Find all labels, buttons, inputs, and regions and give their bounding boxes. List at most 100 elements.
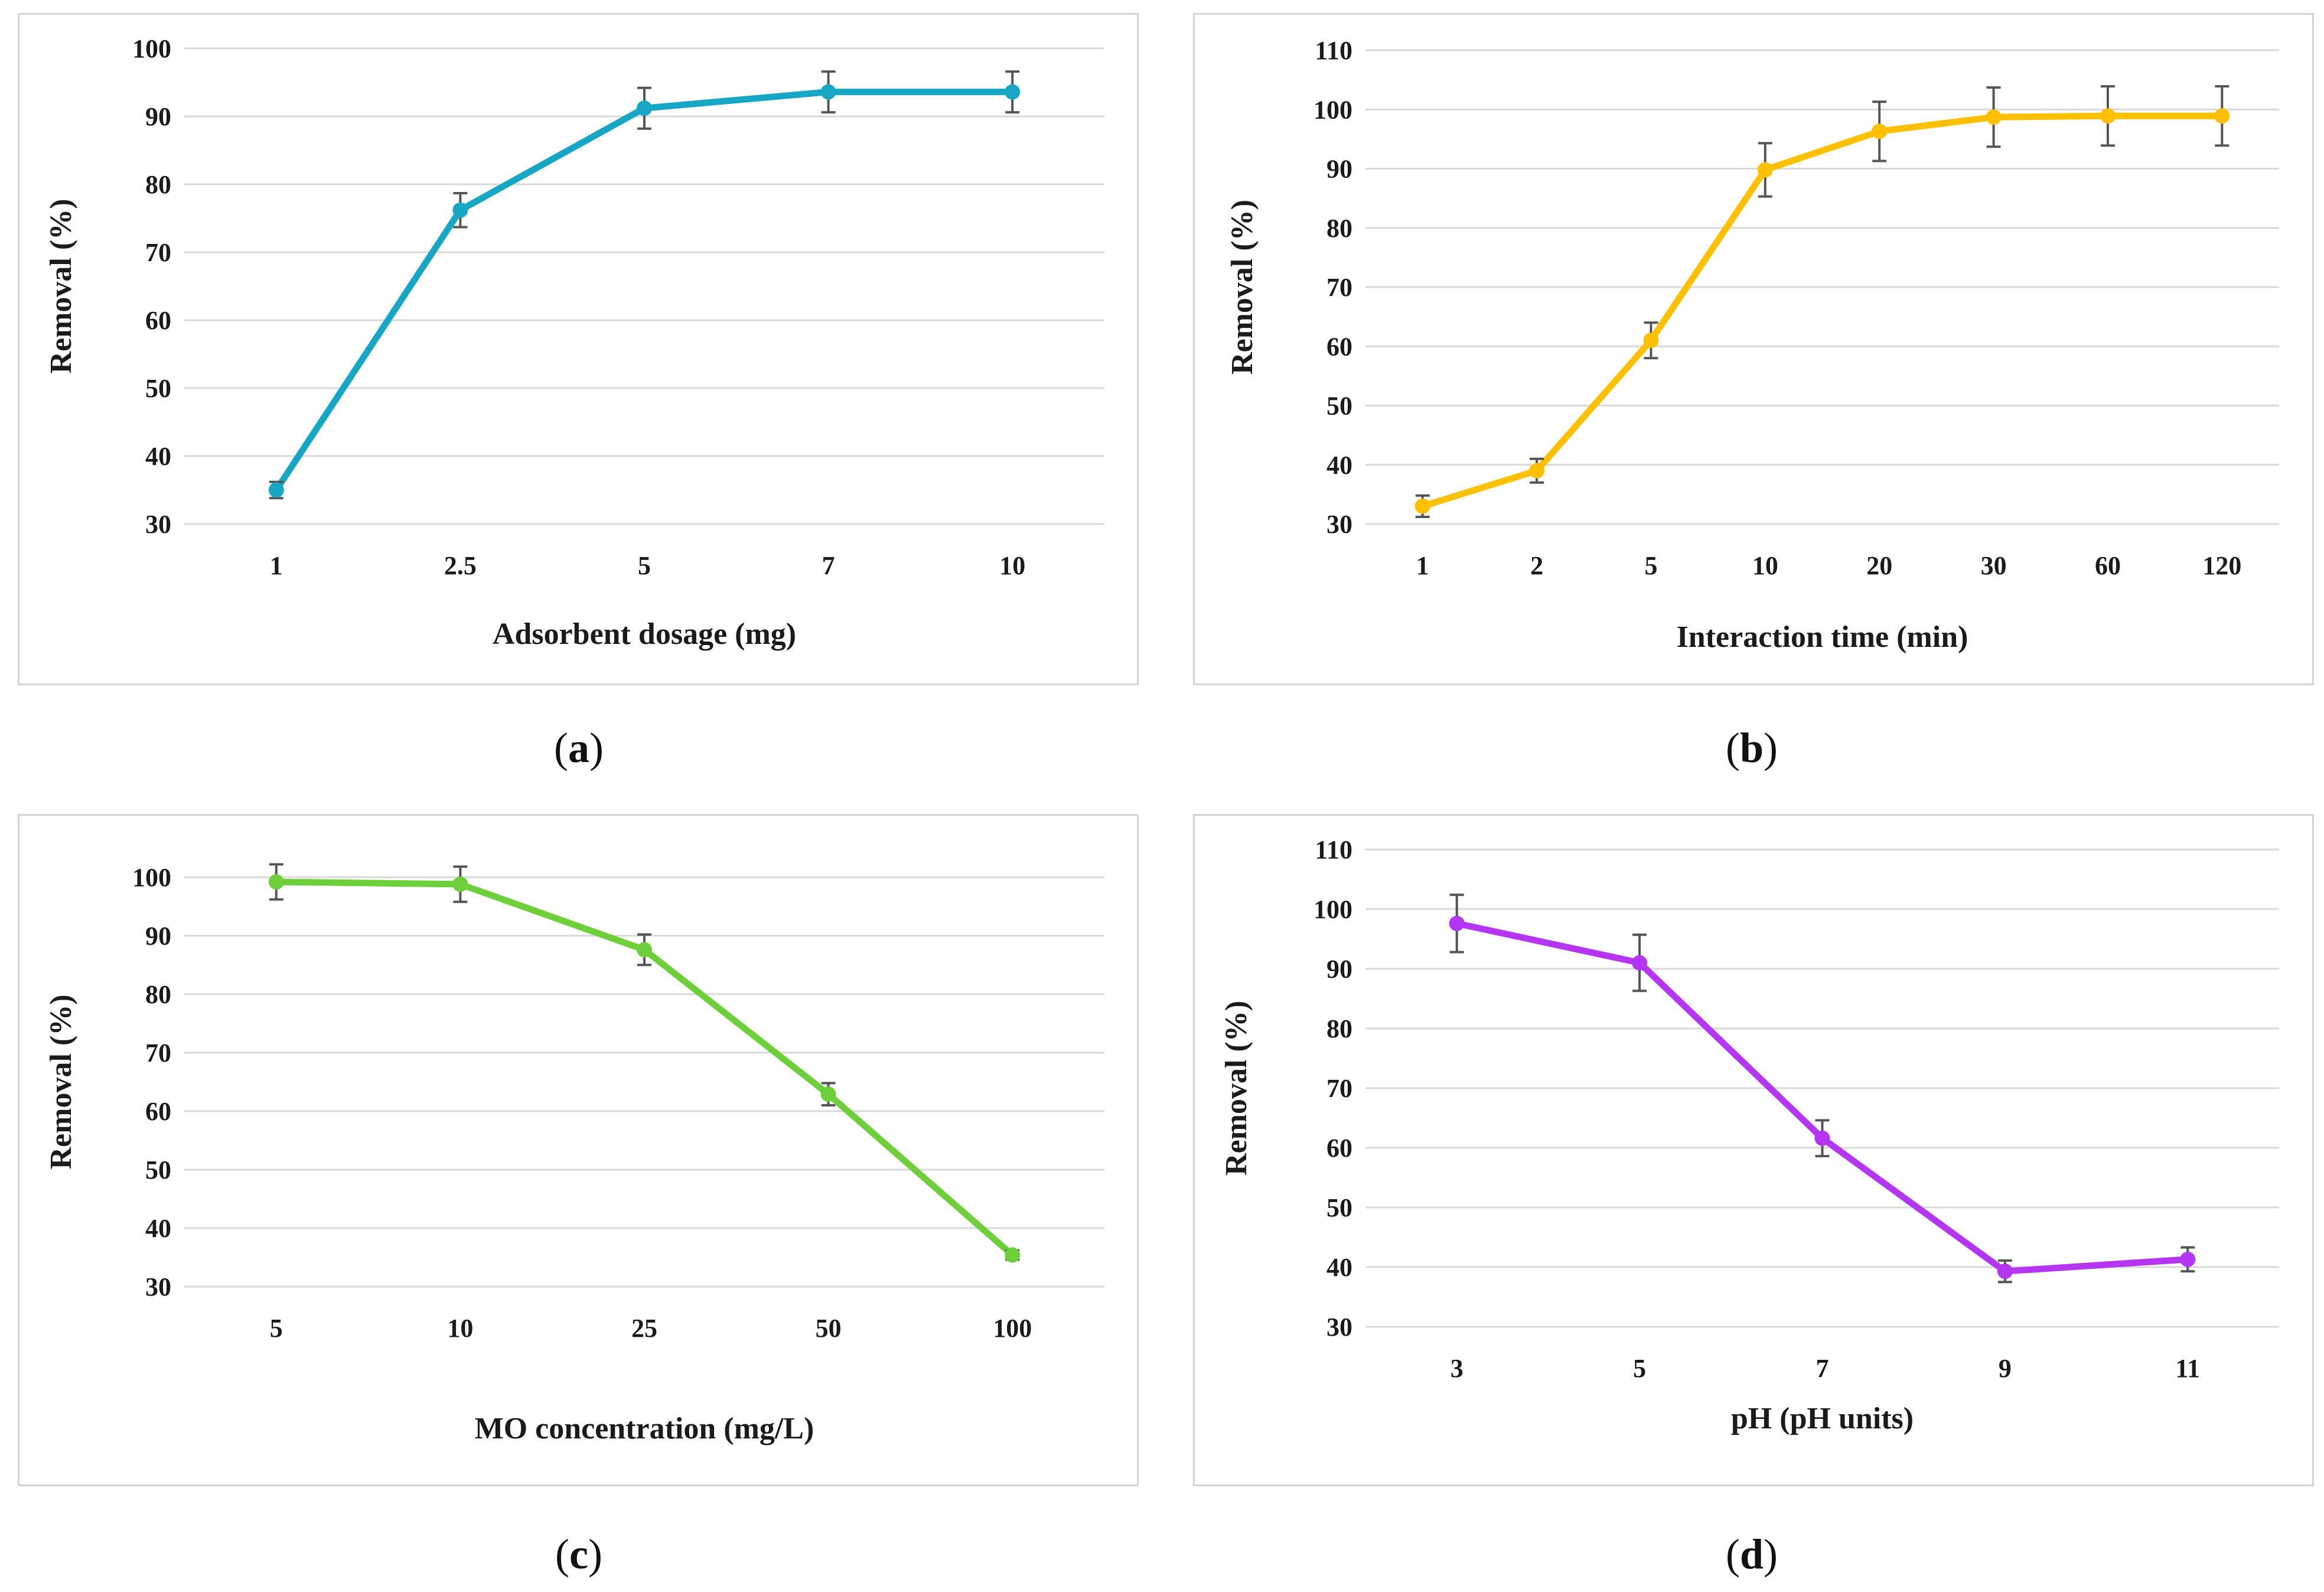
line-chart-a: 30 40 50 60 70 80 90 100 1 2.5 5 7 10 Adsorbent dosag…: [44, 34, 1104, 651]
chart-panel-a: 30 40 50 60 70 80 90 100 1 2.5 5 7 10 Adsorbent dosag…: [18, 13, 1139, 685]
y-tick-label: 50: [145, 374, 171, 403]
data-point: [2180, 1251, 2196, 1267]
y-tick-label: 70: [1326, 1074, 1352, 1103]
data-point: [2214, 108, 2230, 124]
x-tick-label: 11: [2176, 1354, 2201, 1383]
data-point: [2100, 108, 2116, 124]
chart-frame: [1193, 13, 2314, 685]
chart-frame: [18, 13, 1139, 685]
data-point: [1005, 84, 1021, 100]
data-point: [1814, 1130, 1830, 1146]
y-tick-label: 80: [145, 980, 171, 1009]
caption-c: (c): [555, 1531, 602, 1578]
caption-a: (a): [554, 724, 604, 771]
caption-a-label: a: [568, 724, 589, 771]
x-axis-title: Interaction time (min): [1677, 620, 1968, 654]
y-axis-title: Removal (%): [1220, 1001, 1253, 1176]
x-tick-label: 20: [1866, 551, 1892, 580]
x-tick-label: 30: [1981, 551, 2007, 580]
data-point: [1997, 1264, 2013, 1280]
y-tick-label: 60: [145, 306, 171, 335]
x-tick-label: 2.5: [444, 551, 477, 580]
x-tick-label: 60: [2095, 551, 2121, 580]
caption-c-label: c: [569, 1531, 588, 1578]
x-tick-label: 10: [999, 551, 1025, 580]
x-tick-label: 25: [631, 1314, 657, 1343]
x-tick-label: 1: [270, 551, 283, 580]
data-point: [637, 942, 652, 958]
y-tick-label: 50: [145, 1155, 171, 1184]
data-point: [1414, 498, 1430, 514]
x-axis-title: pH (pH units): [1731, 1402, 1914, 1435]
y-axis-title: Removal (%): [44, 994, 78, 1169]
data-point: [1632, 955, 1648, 971]
y-tick-label: 30: [145, 510, 171, 539]
y-tick-label: 90: [145, 102, 171, 131]
line-chart-b: 30 40 50 60 70 80 90 100 110 1 2 5 10 20 30 60 120 Intera…: [1225, 36, 2279, 654]
x-tick-label: 5: [1633, 1354, 1646, 1383]
y-tick-label: 90: [145, 922, 171, 950]
x-tick-label: 3: [1451, 1354, 1463, 1383]
y-tick-label: 40: [1326, 451, 1352, 480]
x-axis-title: MO concentration (mg/L): [475, 1412, 814, 1446]
y-tick-label: 60: [1326, 332, 1352, 361]
y-tick-label: 70: [145, 1038, 171, 1067]
y-tick-label: 50: [1326, 1193, 1352, 1222]
data-point: [1449, 916, 1465, 932]
x-tick-label: 2: [1530, 551, 1543, 580]
x-tick-label: 7: [1816, 1354, 1829, 1383]
y-tick-label: 70: [1326, 273, 1352, 302]
y-tick-label: 110: [1315, 835, 1352, 864]
line-chart-d: 30 40 50 60 70 80 90 100 110 3 5 7 9 11 pH (pH units) R…: [1220, 835, 2279, 1435]
x-tick-label: 7: [822, 551, 835, 580]
x-tick-label: 120: [2202, 551, 2241, 580]
y-tick-label: 30: [1326, 1313, 1352, 1342]
data-point: [1005, 1247, 1021, 1263]
y-tick-label: 100: [1313, 895, 1352, 924]
data-point: [268, 874, 284, 890]
x-tick-label: 1: [1416, 551, 1429, 580]
y-tick-label: 30: [1326, 510, 1352, 539]
chart-panel-c: 30 40 50 60 70 80 90 100 5 10 25 50 100 MO concentrat…: [18, 814, 1139, 1486]
y-tick-label: 100: [1313, 95, 1352, 124]
x-tick-label: 10: [1752, 551, 1778, 580]
x-tick-label: 5: [1644, 551, 1657, 580]
data-point: [820, 1086, 836, 1102]
line-chart-c: 30 40 50 60 70 80 90 100 5 10 25 50 100 MO concentrat…: [44, 863, 1104, 1446]
y-tick-label: 40: [145, 442, 171, 471]
data-point: [452, 876, 468, 892]
y-tick-label: 30: [145, 1272, 171, 1301]
data-point: [1529, 463, 1545, 478]
data-point: [1757, 162, 1773, 178]
x-tick-label: 50: [816, 1314, 842, 1343]
y-tick-label: 50: [1326, 392, 1352, 421]
x-tick-label: 100: [993, 1314, 1032, 1343]
caption-b: (b): [1725, 724, 1778, 771]
y-tick-label: 100: [132, 34, 171, 63]
x-axis-title: Adsorbent dosage (mg): [493, 617, 796, 651]
x-tick-label: 9: [1999, 1354, 2012, 1383]
y-tick-label: 80: [1326, 1014, 1352, 1043]
series-line: [1419, 112, 2225, 510]
chart-panel-b: 30 40 50 60 70 80 90 100 110 1 2 5 10 20 30 60 120 Intera…: [1193, 13, 2314, 685]
x-tick-label: 5: [270, 1314, 283, 1343]
data-point: [452, 202, 468, 218]
data-point: [1643, 333, 1659, 349]
y-axis-title: Removal (%): [44, 198, 78, 373]
data-point: [1986, 109, 2002, 125]
series-line: [273, 89, 1016, 493]
caption-b-label: b: [1739, 724, 1764, 771]
y-tick-label: 60: [145, 1097, 171, 1126]
x-tick-label: 5: [638, 551, 651, 580]
y-tick-label: 90: [1326, 155, 1352, 184]
data-point: [637, 100, 652, 116]
caption-d-label: d: [1739, 1531, 1764, 1578]
data-point: [268, 482, 284, 498]
data-point: [820, 84, 836, 100]
data-point: [1872, 123, 1888, 139]
y-tick-label: 110: [1315, 36, 1352, 65]
y-tick-label: 60: [1326, 1134, 1352, 1163]
y-axis-title: Removal (%): [1225, 200, 1259, 375]
y-tick-label: 40: [1326, 1253, 1352, 1282]
y-tick-label: 70: [145, 238, 171, 267]
